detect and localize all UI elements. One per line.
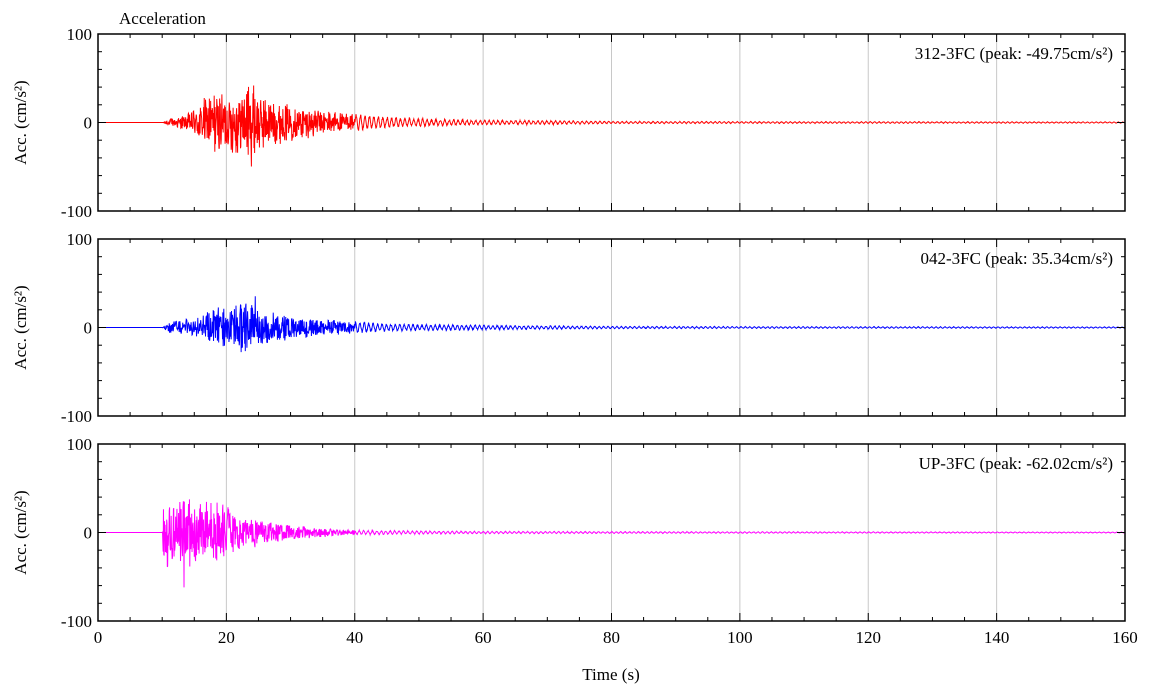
x-axis-title: Time (s) — [582, 665, 639, 684]
x-tick-label: 120 — [856, 628, 882, 647]
y-tick-label: -100 — [61, 407, 92, 426]
trace-042-3fc — [98, 296, 1126, 353]
y-tick-label: 100 — [67, 435, 93, 454]
peak-label: 312-3FC (peak: -49.75cm/s²) — [915, 44, 1113, 63]
x-tick-label: 160 — [1112, 628, 1138, 647]
trace-up-3fc — [98, 499, 1126, 588]
x-tick-label: 140 — [984, 628, 1010, 647]
x-tick-label: 100 — [727, 628, 753, 647]
peak-label: 042-3FC (peak: 35.34cm/s²) — [920, 249, 1113, 268]
y-tick-label: 0 — [84, 524, 93, 543]
y-tick-label: 0 — [84, 114, 93, 133]
y-tick-label: 100 — [67, 230, 93, 249]
y-tick-label: -100 — [61, 202, 92, 221]
x-tick-label: 60 — [475, 628, 492, 647]
chart-title: Acceleration — [119, 9, 206, 28]
x-tick-label: 0 — [94, 628, 103, 647]
y-tick-label: 0 — [84, 319, 93, 338]
y-tick-label: -100 — [61, 612, 92, 631]
y-axis-title: Acc. (cm/s²) — [11, 490, 30, 574]
y-axis-title: Acc. (cm/s²) — [11, 80, 30, 164]
trace-312-3fc — [98, 85, 1126, 167]
x-tick-label: 40 — [346, 628, 363, 647]
y-tick-label: 100 — [67, 25, 93, 44]
x-tick-label: 20 — [218, 628, 235, 647]
peak-label: UP-3FC (peak: -62.02cm/s²) — [919, 454, 1113, 473]
panel-312-3fc: 100 0 -100 Acc. (cm/s²) 312-3FC (peak: -49.7… — [11, 25, 1126, 221]
panel-042-3fc: 100 0 -100 Acc. (cm/s²) 042-3FC (peak: 35.34… — [11, 230, 1126, 426]
y-axis-title: Acc. (cm/s²) — [11, 285, 30, 369]
x-tick-label: 80 — [603, 628, 620, 647]
